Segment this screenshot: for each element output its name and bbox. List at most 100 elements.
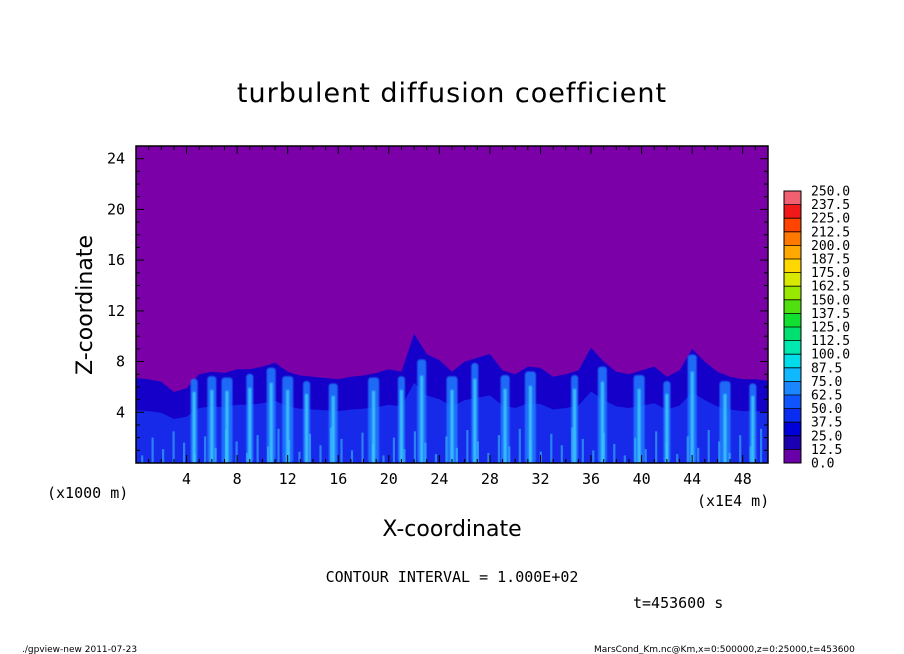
near-surface-streak <box>193 454 196 463</box>
near-surface-streak <box>676 454 679 463</box>
time-label: t=453600 s <box>633 594 723 612</box>
colorbar-label: 25.0 <box>811 429 842 444</box>
plume <box>221 377 233 463</box>
plume <box>719 381 731 463</box>
colorbar-swatch <box>784 299 801 314</box>
plume <box>687 354 697 463</box>
x-tick-label: 12 <box>279 470 297 488</box>
plume <box>663 381 671 463</box>
contour-interval: CONTOUR INTERVAL = 1.000E+02 <box>326 568 579 586</box>
colorbar-swatch <box>784 449 801 464</box>
near-surface-streak <box>204 436 207 463</box>
y-tick-label: 24 <box>107 150 125 168</box>
x-tick-label: 44 <box>683 470 701 488</box>
turbulent-layer <box>136 333 768 463</box>
colorbar: 0.012.525.037.550.062.575.087.5100.0112.… <box>783 185 850 472</box>
x-tick-label: 28 <box>481 470 499 488</box>
plume <box>266 367 276 463</box>
y-axis: 4 8 12 16 20 24 <box>107 150 768 451</box>
colorbar-swatch <box>784 381 801 396</box>
near-surface-streak <box>151 437 154 463</box>
colorbar-swatch <box>784 204 801 219</box>
y-tick-label: 20 <box>107 200 125 218</box>
near-surface-streak <box>434 454 437 463</box>
x-unit-right: (x1E4 m) <box>697 492 769 510</box>
x-tick-label: 40 <box>633 470 651 488</box>
colorbar-label: 225.0 <box>811 212 850 227</box>
x-tick-label: 4 <box>182 470 191 488</box>
near-surface-streak <box>718 441 721 463</box>
near-surface-streak <box>225 430 228 463</box>
plume <box>397 376 405 463</box>
colorbar-label: 37.5 <box>811 416 842 431</box>
near-surface-streak <box>298 451 301 463</box>
colorbar-swatch <box>784 259 801 273</box>
near-surface-streak <box>455 447 458 463</box>
near-surface-streak <box>529 440 532 463</box>
plume <box>417 359 427 463</box>
colorbar-label: 175.0 <box>811 266 850 281</box>
near-surface-streak <box>613 444 616 463</box>
colorbar-label: 112.5 <box>811 334 850 349</box>
near-surface-streak <box>466 430 469 463</box>
near-surface-streak <box>760 428 763 463</box>
near-surface-streak <box>392 437 395 463</box>
near-surface-streak <box>371 444 375 463</box>
near-surface-streak <box>508 446 511 463</box>
x-tick-label: 20 <box>380 470 398 488</box>
colorbar-swatch <box>784 327 801 341</box>
plume <box>446 376 458 463</box>
near-surface-streak <box>487 452 490 463</box>
plume <box>246 373 254 463</box>
near-surface-streak <box>319 445 322 463</box>
x-axis-title: X-coordinate <box>382 517 521 542</box>
colorbar-label: 162.5 <box>811 280 850 295</box>
colorbar-swatch <box>784 435 801 450</box>
colorbar-swatch <box>784 422 801 437</box>
near-surface-streak <box>361 432 364 463</box>
near-surface-streak <box>707 430 710 463</box>
near-surface-streak <box>518 428 521 463</box>
colorbar-swatch <box>784 313 801 328</box>
near-surface-streak <box>413 431 416 463</box>
y-tick-label: 4 <box>116 403 125 421</box>
x-tick-label: 48 <box>734 470 752 488</box>
near-surface-streak <box>235 441 238 463</box>
y-tick-label: 16 <box>107 251 125 269</box>
x-tick-label: 8 <box>233 470 242 488</box>
near-surface-streak <box>172 431 175 463</box>
plume <box>500 375 510 463</box>
near-surface-streak <box>340 438 343 463</box>
colorbar-swatch <box>784 408 801 423</box>
near-surface-streak <box>329 427 333 463</box>
x-tick-label: 36 <box>582 470 600 488</box>
near-surface-streak <box>183 442 186 463</box>
colorbar-swatch <box>784 218 801 233</box>
plume <box>597 366 607 463</box>
plume <box>190 378 198 463</box>
near-surface-streak <box>592 450 595 463</box>
plume <box>749 383 757 463</box>
plume <box>207 376 217 463</box>
colorbar-swatch <box>784 191 801 205</box>
near-surface-streak <box>550 433 553 463</box>
near-surface-streak <box>634 437 637 463</box>
colorbar-label: 237.5 <box>811 198 850 213</box>
colorbar-label: 12.5 <box>811 443 842 458</box>
colorbar-swatch <box>784 340 801 355</box>
near-surface-streak <box>749 446 752 463</box>
colorbar-label: 137.5 <box>811 307 850 322</box>
colorbar-swatch <box>784 245 801 260</box>
y-tick-label: 12 <box>107 302 125 320</box>
near-surface-streak <box>571 427 574 463</box>
plume <box>368 377 380 463</box>
x-unit-left: (x1000 m) <box>47 484 128 502</box>
near-surface-streak <box>739 435 742 463</box>
colorbar-label: 50.0 <box>811 402 842 417</box>
colorbar-swatch <box>784 231 801 246</box>
near-surface-streak <box>277 428 280 463</box>
near-surface-streak <box>382 455 385 463</box>
plume <box>633 375 645 463</box>
near-surface-streak <box>476 441 479 463</box>
